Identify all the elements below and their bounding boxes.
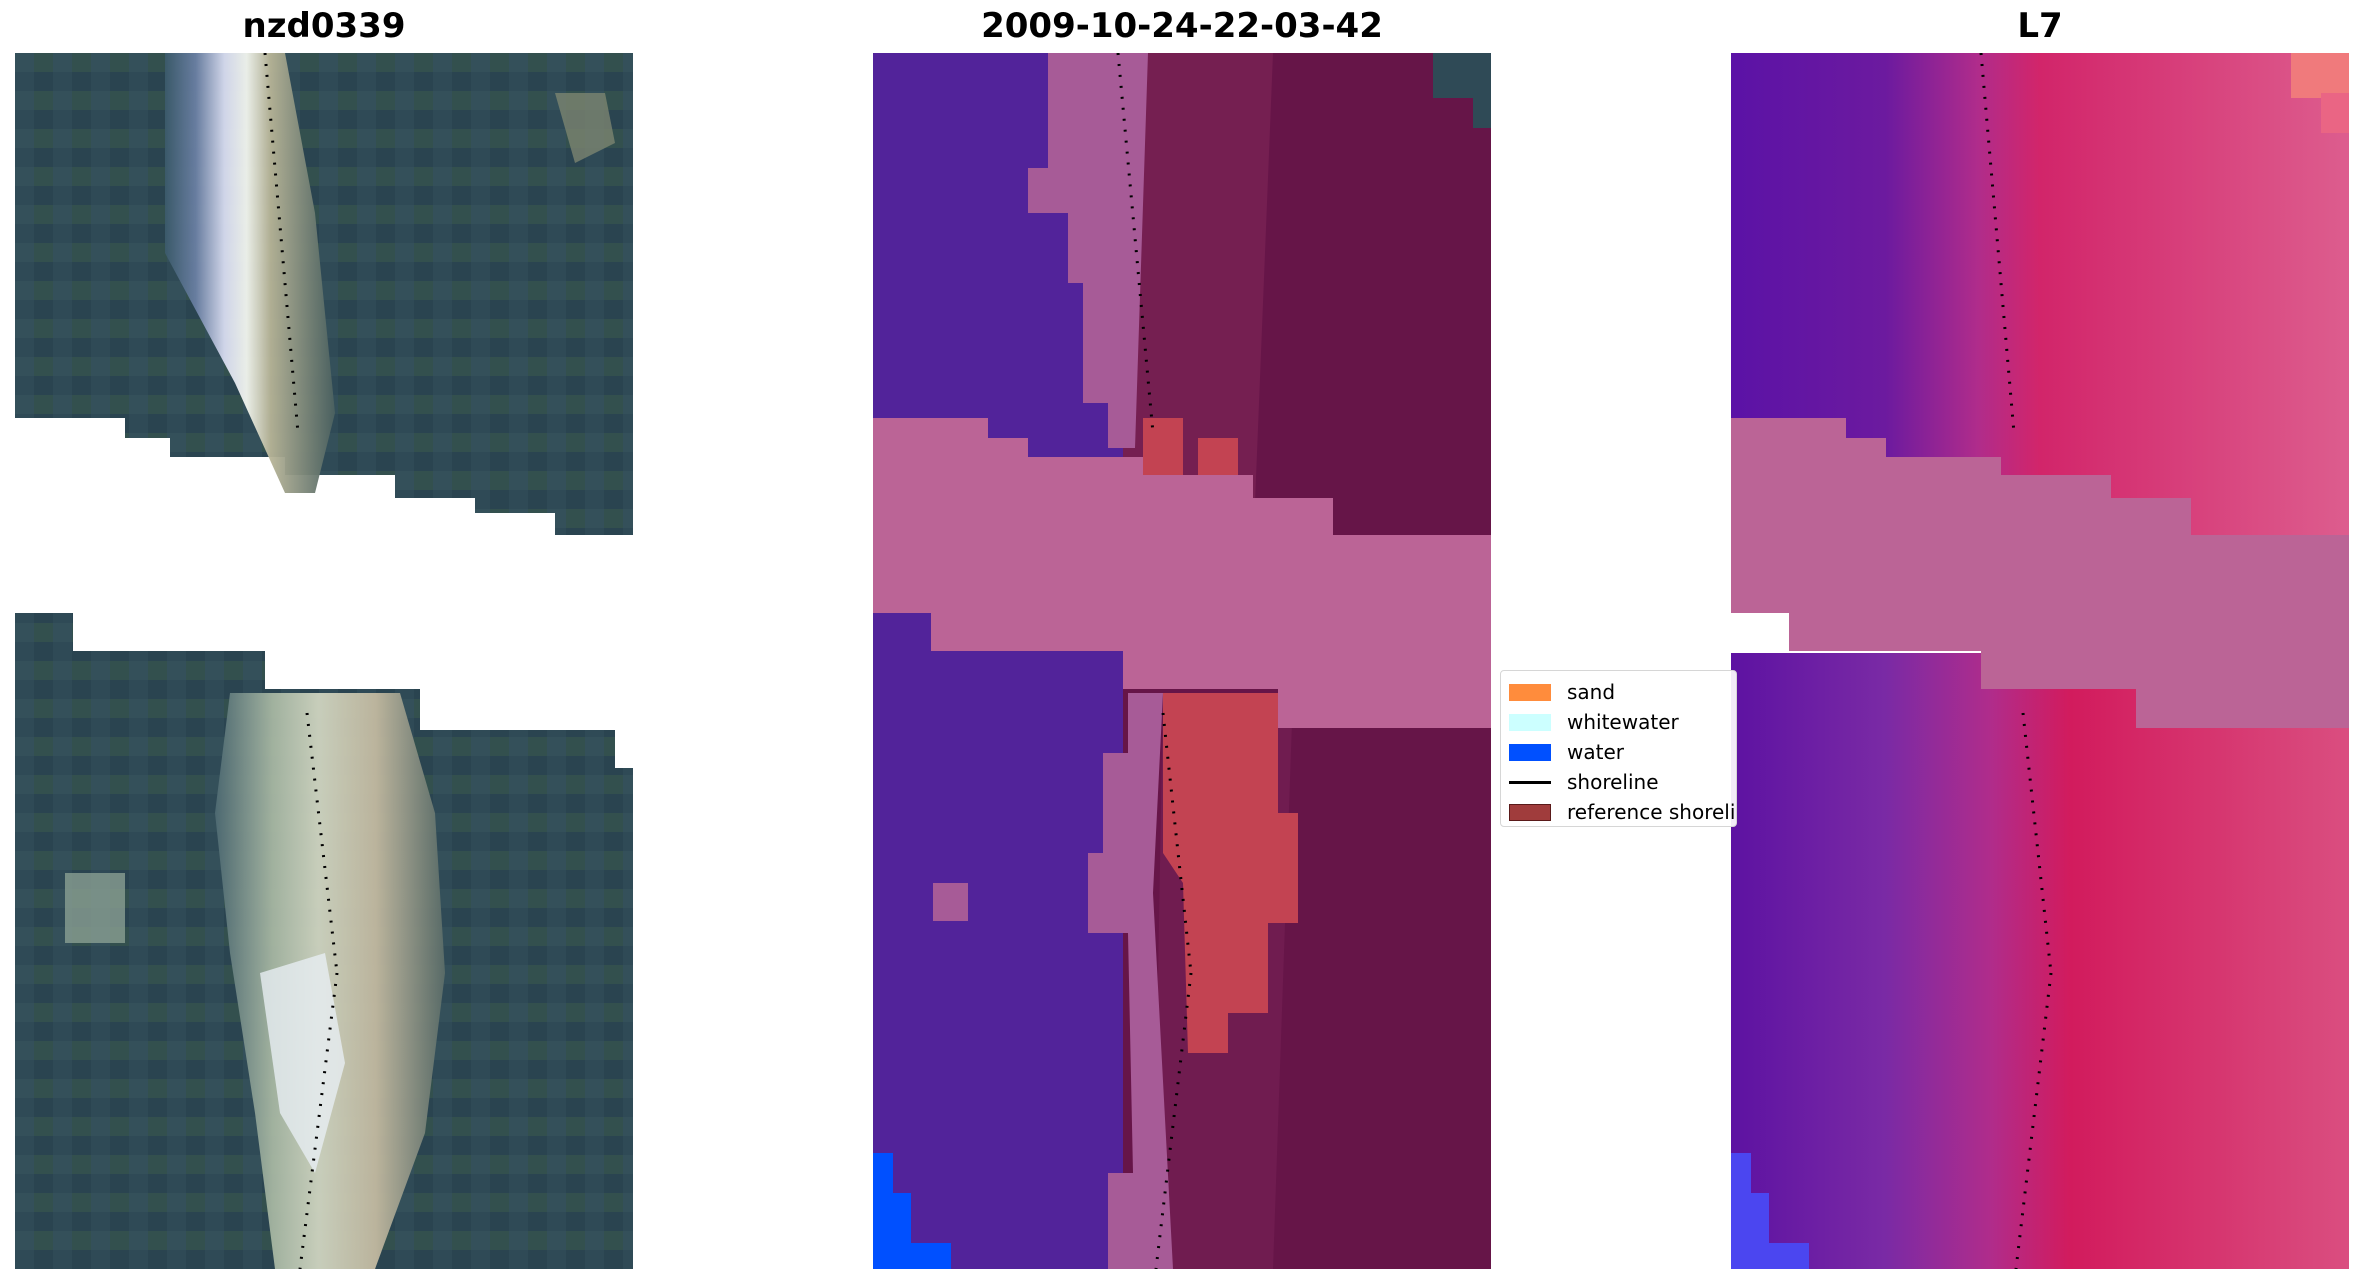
legend-item-water: water [1509,739,1624,765]
mndwi-image [1731,53,2349,1269]
rgb-image [15,53,633,1269]
panel-title-date: 2009-10-24-22-03-42 [981,6,1383,46]
panel-title-satellite: L7 [2017,6,2063,46]
legend-item-whitewater: whitewater [1509,709,1679,735]
legend-label: shoreline [1567,770,1659,794]
rgb-image-panel [15,53,633,1269]
legend: sand whitewater water shoreline referenc… [1500,670,1737,827]
panel-title-site: nzd0339 [242,6,406,46]
legend-label: sand [1567,680,1616,704]
legend-label: reference shoreline [1567,800,1736,824]
legend-line-shoreline [1509,774,1551,791]
legend-label: whitewater [1567,710,1679,734]
legend-swatch-reference-shoreline [1509,803,1551,821]
legend-label: water [1567,740,1624,764]
legend-swatch-sand [1509,683,1551,701]
legend-item-shoreline: shoreline [1509,769,1659,795]
legend-swatch-whitewater [1509,713,1551,731]
legend-item-reference-shoreline: reference shoreline [1509,799,1736,825]
classified-image [873,53,1491,1269]
classified-image-panel [873,53,1491,1269]
legend-item-sand: sand [1509,679,1615,705]
mndwi-image-panel [1731,53,2349,1269]
legend-swatch-water [1509,743,1551,761]
